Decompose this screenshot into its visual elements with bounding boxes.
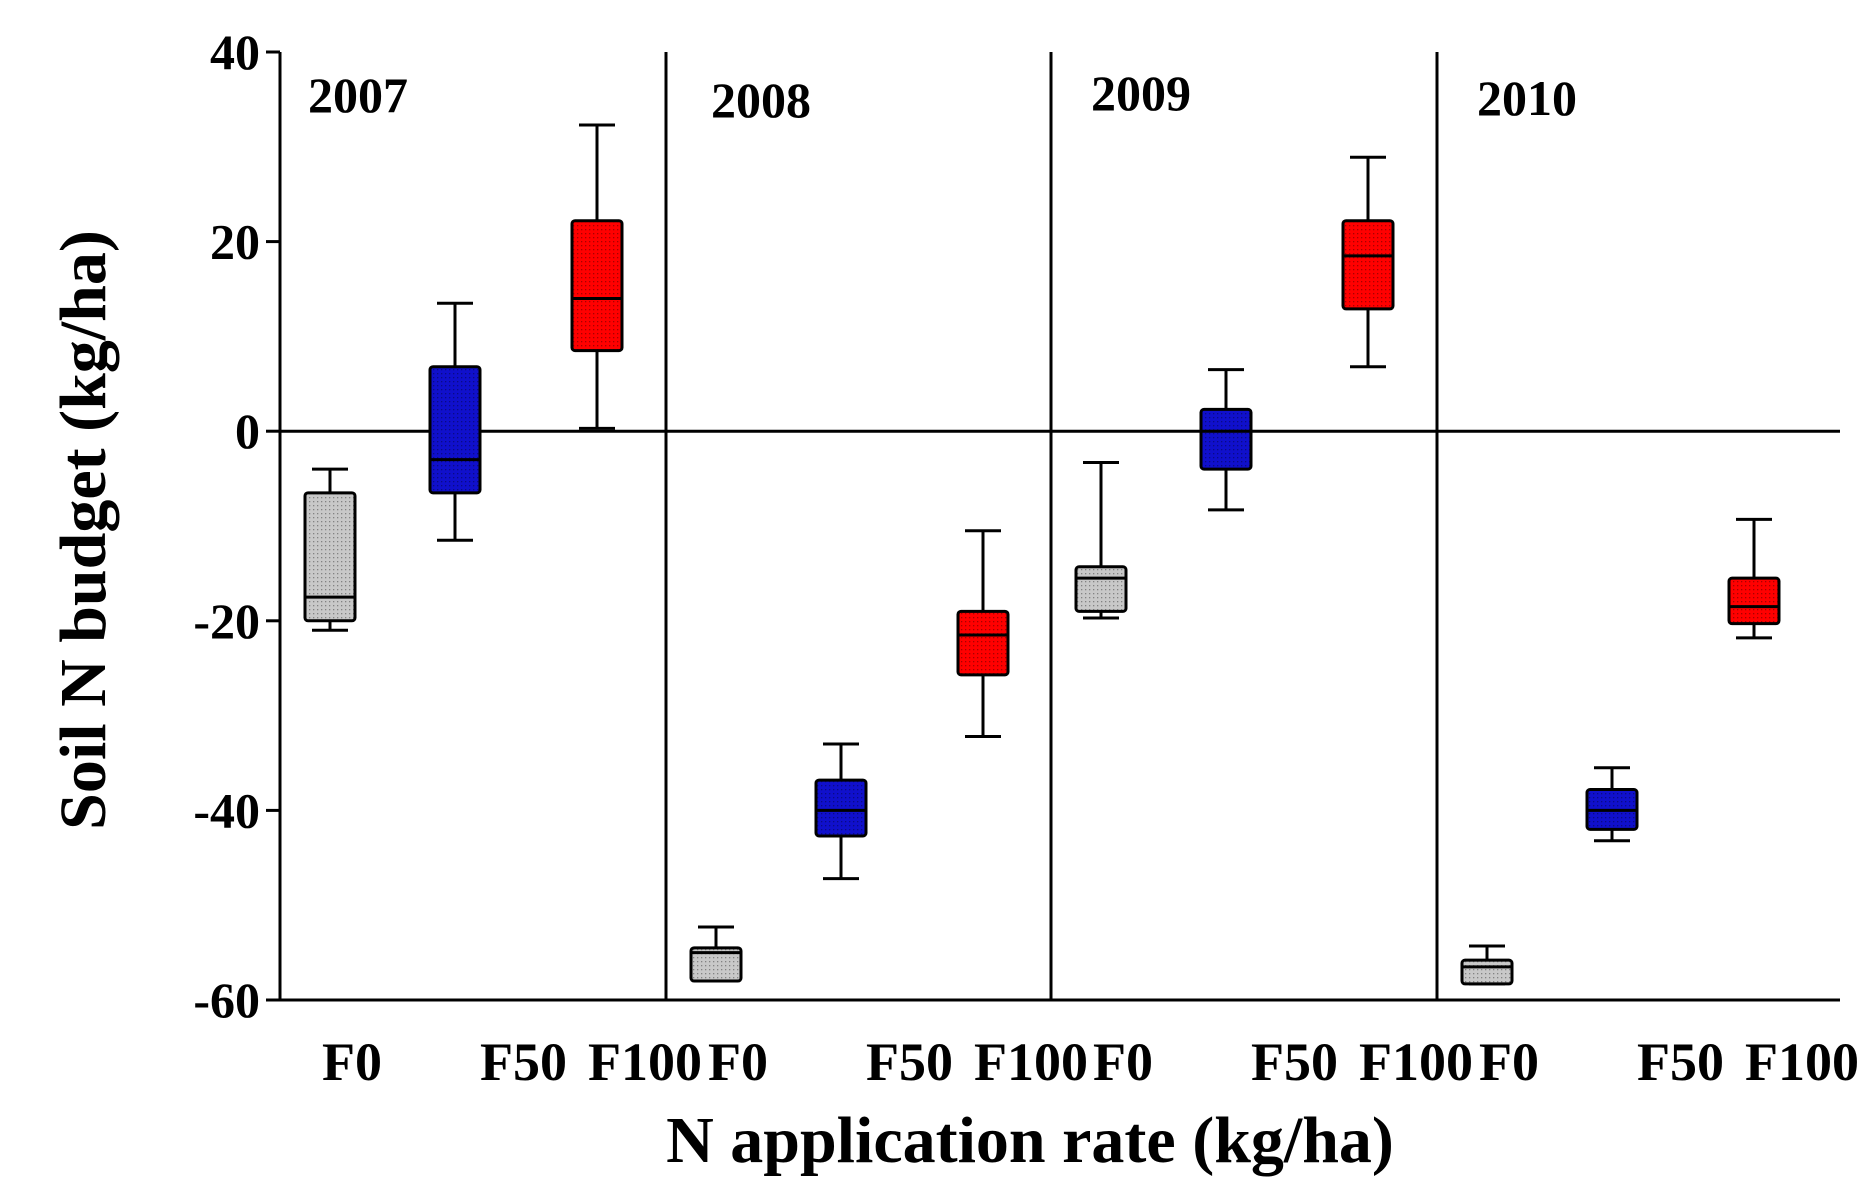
category-label-f50: F50 — [480, 1032, 567, 1092]
box-texture — [1076, 566, 1126, 612]
category-label-f0: F0 — [1479, 1032, 1539, 1092]
box-2010-f50 — [1585, 766, 1639, 843]
box-2008-f0 — [689, 925, 743, 983]
y-tick-label: -20 — [193, 593, 260, 649]
box-texture — [305, 492, 355, 621]
box-texture — [572, 220, 622, 351]
category-label-f0: F0 — [708, 1032, 768, 1092]
box-texture — [958, 611, 1008, 675]
x-axis-title: N application rate (kg/ha) — [666, 1104, 1394, 1177]
year-label-2010: 2010 — [1477, 70, 1577, 126]
category-label-f100: F100 — [974, 1032, 1088, 1092]
y-tick-label: -40 — [193, 782, 260, 838]
category-label-f0: F0 — [1093, 1032, 1153, 1092]
y-tick-label: 40 — [210, 24, 260, 80]
category-label-f50: F50 — [1637, 1032, 1724, 1092]
box-texture — [1729, 578, 1779, 624]
box-2010-f100 — [1727, 517, 1781, 640]
box-2010-f0 — [1460, 944, 1514, 986]
box-texture — [430, 366, 480, 493]
year-label-2009: 2009 — [1091, 65, 1191, 121]
category-label-f100: F100 — [1745, 1032, 1859, 1092]
y-axis-title: Soil N budget (kg/ha) — [47, 230, 120, 830]
y-tick-label: -60 — [193, 972, 260, 1028]
category-label-f50: F50 — [1251, 1032, 1338, 1092]
category-label-f0: F0 — [322, 1032, 382, 1092]
y-tick-label: 20 — [210, 214, 260, 270]
category-label-f50: F50 — [866, 1032, 953, 1092]
year-label-2007: 2007 — [308, 67, 408, 123]
y-tick-label: 0 — [235, 403, 260, 459]
box-2007-f100 — [570, 123, 624, 430]
box-2007-f50 — [428, 301, 482, 542]
box-2008-f50 — [814, 742, 868, 881]
year-label-2008: 2008 — [711, 72, 811, 128]
box-texture — [1462, 960, 1512, 984]
box-2008-f100 — [956, 529, 1010, 738]
plot-area: 40 20 0 -20 -40 -60 2007 F0 F50 F100 2008 F0 F50 F100… — [193, 24, 1859, 1092]
category-label-f100: F100 — [1359, 1032, 1473, 1092]
box-texture — [816, 780, 866, 836]
box-2007-f0 — [303, 467, 357, 632]
box-texture — [1343, 220, 1393, 309]
box-2009-f50 — [1199, 368, 1253, 512]
category-label-f100: F100 — [588, 1032, 702, 1092]
box-2009-f100 — [1341, 155, 1395, 369]
box-texture — [1201, 409, 1251, 470]
box-2009-f0 — [1074, 460, 1128, 620]
